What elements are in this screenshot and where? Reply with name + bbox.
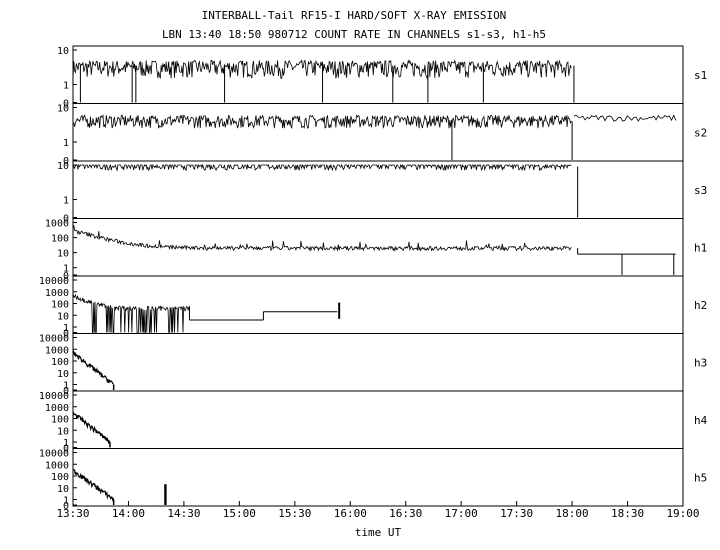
y-tick-label: 1000 (45, 219, 69, 230)
y-tick-label: 10 (57, 161, 69, 172)
channel-label: h3 (694, 356, 707, 369)
channel-label: s3 (694, 184, 707, 197)
y-tick-label: 100 (51, 300, 69, 311)
y-tick-label: 0 (63, 156, 69, 167)
chart-title-line1: INTERBALL-Tail RF15-I HARD/SOFT X-RAY EM… (202, 9, 507, 22)
panel-frame (72, 275, 684, 334)
x-tick-label: 19:00 (666, 507, 699, 520)
channel-label: h4 (694, 414, 708, 427)
x-tick-label: 18:30 (611, 507, 644, 520)
y-tick-label: 10000 (39, 334, 69, 345)
series-line (72, 293, 190, 333)
y-tick-label: 0 (63, 99, 69, 110)
panels: 1010s11010s21010s310001001010h1100001000… (39, 45, 708, 512)
channel-label: h5 (694, 471, 707, 484)
y-tick-label: 1000 (45, 460, 69, 471)
x-tick-label: 14:00 (112, 507, 145, 520)
x-tick-label: 16:00 (334, 507, 367, 520)
x-tick-label: 15:30 (278, 507, 311, 520)
x-tick-label: 17:00 (445, 507, 478, 520)
panel-frame (72, 390, 684, 449)
y-tick-label: 10 (57, 484, 69, 495)
channel-label: s2 (694, 126, 707, 139)
panel-frame (72, 333, 684, 392)
y-tick-label: 1 (63, 264, 69, 275)
y-tick-label: 0 (63, 501, 69, 512)
x-tick-label: 16:30 (389, 507, 422, 520)
y-tick-label: 0 (63, 386, 69, 397)
channel-label: s1 (694, 69, 707, 82)
series-line (72, 59, 572, 80)
y-tick-label: 1 (63, 138, 69, 149)
y-tick-label: 0 (63, 444, 69, 455)
x-tick-label: 18:00 (556, 507, 589, 520)
y-tick-label: 10 (57, 46, 69, 57)
panel-frame (72, 160, 684, 219)
series-line (72, 163, 572, 172)
panel-frame (72, 103, 684, 162)
x-axis-label: time UT (355, 526, 402, 539)
series-line (72, 114, 572, 130)
y-tick-label: 10000 (39, 276, 69, 287)
x-tick-label: 17:30 (500, 507, 533, 520)
y-tick-label: 100 (51, 415, 69, 426)
y-tick-label: 10 (57, 104, 69, 115)
y-tick-label: 100 (51, 357, 69, 368)
series-line (72, 411, 111, 445)
y-tick-label: 100 (51, 234, 69, 245)
y-tick-label: 1 (63, 323, 69, 334)
channel-label: h2 (694, 299, 707, 312)
x-tick-label: 13:30 (56, 507, 89, 520)
chart-title-line2: LBN 13:40 18:50 980712 COUNT RATE IN CHA… (162, 28, 546, 41)
y-tick-label: 1000 (45, 403, 69, 414)
y-tick-label: 1000 (45, 288, 69, 299)
x-tick-label: 15:00 (223, 507, 256, 520)
y-tick-label: 1 (63, 196, 69, 207)
after-line (573, 114, 677, 122)
series-line (72, 225, 572, 252)
y-tick-label: 0 (63, 329, 69, 340)
y-tick-label: 10 (57, 426, 69, 437)
y-tick-label: 10000 (39, 449, 69, 460)
spike-mark (164, 484, 167, 505)
y-tick-label: 1 (63, 381, 69, 392)
y-tick-label: 0 (63, 271, 69, 282)
y-tick-label: 10000 (39, 391, 69, 402)
channel-label: h1 (694, 241, 707, 254)
y-tick-label: 1 (63, 438, 69, 449)
x-tick-label: 14:30 (167, 507, 200, 520)
y-tick-label: 1000 (45, 345, 69, 356)
y-tick-label: 0 (63, 214, 69, 225)
y-tick-label: 100 (51, 472, 69, 483)
series-line (72, 349, 114, 385)
y-tick-label: 10 (57, 369, 69, 380)
y-tick-label: 1 (63, 81, 69, 92)
y-tick-label: 10 (57, 311, 69, 322)
spike-mark (338, 302, 341, 319)
x-axis: 13:30 14:00 14:30 15:00 15:30 16:00 16:30 17:00… (56, 501, 700, 520)
y-tick-label: 10 (57, 249, 69, 260)
y-tick-label: 1 (63, 496, 69, 507)
panel-frame (72, 45, 684, 104)
series-line (72, 468, 115, 503)
panel-frame (72, 448, 684, 507)
panel-h1: 1000 100 10 10 h1 (45, 218, 707, 282)
